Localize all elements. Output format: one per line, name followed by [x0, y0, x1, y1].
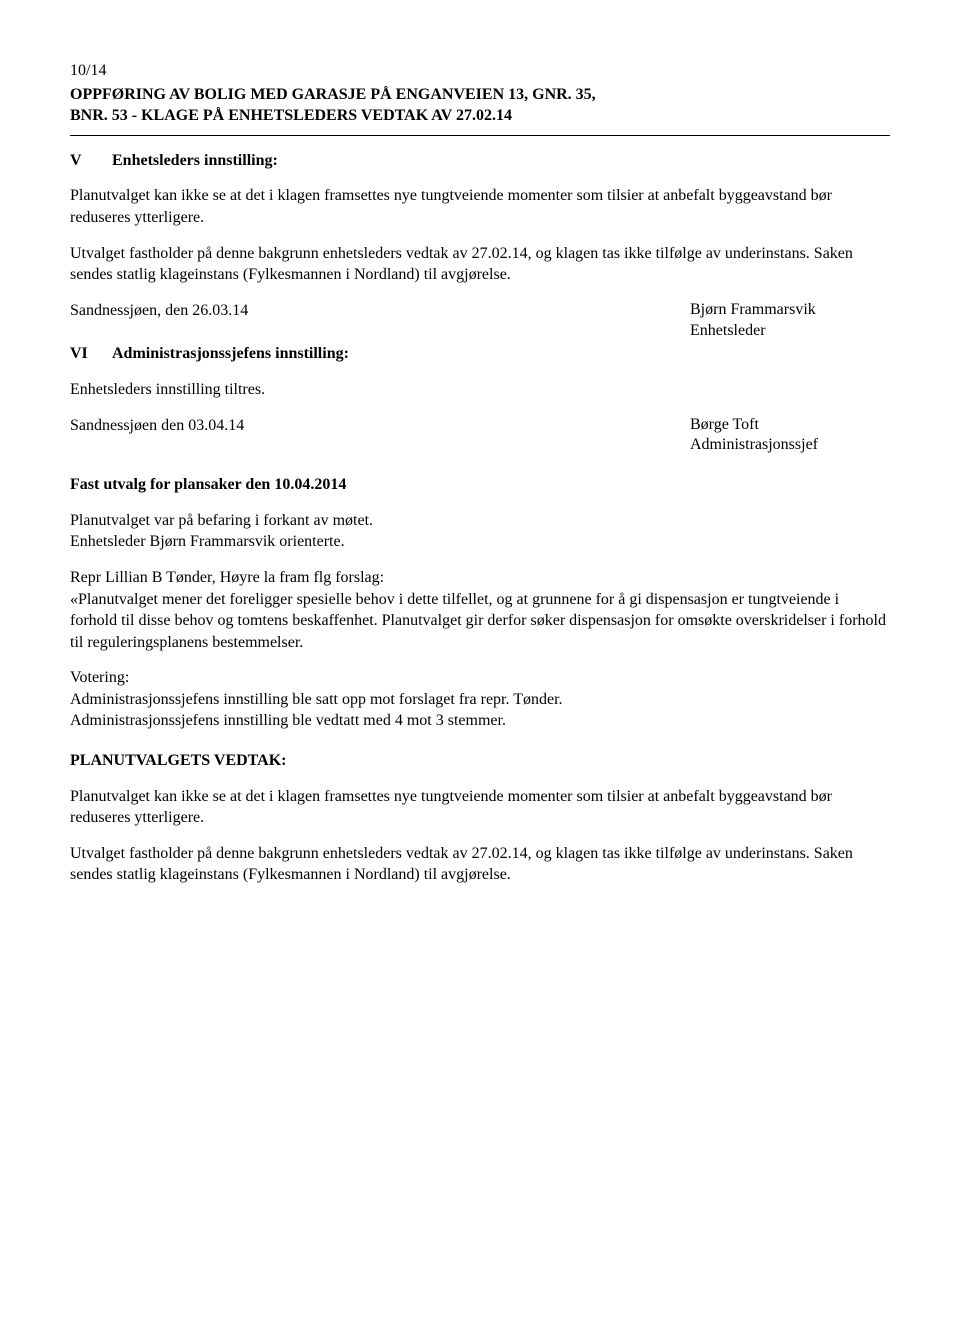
- proposal-body: «Planutvalget mener det foreligger spesi…: [70, 589, 890, 654]
- meeting-line-2: Enhetsleder Bjørn Frammarsvik orienterte…: [70, 531, 890, 553]
- meeting-heading: Fast utvalg for plansaker den 10.04.2014: [70, 474, 890, 496]
- voting-line-1: Administrasjonssjefens innstilling ble s…: [70, 689, 890, 711]
- voting-block: Votering: Administrasjonssjefens innstil…: [70, 667, 890, 732]
- section-v-header: V Enhetsleders innstilling:: [70, 150, 890, 172]
- signature-2-name: Børge Toft: [690, 415, 890, 436]
- meeting-line-1: Planutvalget var på befaring i forkant a…: [70, 510, 890, 532]
- signature-2: Sandnessjøen den 03.04.14 Børge Toft Adm…: [70, 415, 890, 457]
- meeting-intro: Planutvalget var på befaring i forkant a…: [70, 510, 890, 553]
- proposal-intro: Repr Lillian B Tønder, Høyre la fram flg…: [70, 567, 890, 589]
- section-v-para-1: Planutvalget kan ikke se at det i klagen…: [70, 185, 890, 228]
- proposal-block: Repr Lillian B Tønder, Høyre la fram flg…: [70, 567, 890, 653]
- section-vi-para: Enhetsleders innstilling tiltres.: [70, 379, 890, 401]
- signature-1-role: Enhetsleder: [690, 321, 890, 342]
- section-v-para-2: Utvalget fastholder på denne bakgrunn en…: [70, 243, 890, 286]
- section-vi-header: VI Administrasjonssjefens innstilling:: [70, 343, 890, 365]
- roman-vi: VI: [70, 343, 112, 365]
- decision-para-1: Planutvalget kan ikke se at det i klagen…: [70, 786, 890, 829]
- voting-line-2: Administrasjonssjefens innstilling ble v…: [70, 710, 890, 732]
- signature-1: Sandnessjøen, den 26.03.14 Bjørn Frammar…: [70, 300, 890, 342]
- section-vi-label: Administrasjonssjefens innstilling:: [112, 343, 349, 365]
- voting-heading: Votering:: [70, 667, 890, 689]
- title-line-2: BNR. 53 - KLAGE PÅ ENHETSLEDERS VEDTAK A…: [70, 105, 890, 127]
- case-number: 10/14: [70, 60, 890, 82]
- roman-v: V: [70, 150, 112, 172]
- signature-1-name: Bjørn Frammarsvik: [690, 300, 890, 321]
- section-v-label: Enhetsleders innstilling:: [112, 150, 278, 172]
- title-line-1: OPPFØRING AV BOLIG MED GARASJE PÅ ENGANV…: [70, 84, 890, 106]
- decision-heading: PLANUTVALGETS VEDTAK:: [70, 750, 890, 772]
- title-block: OPPFØRING AV BOLIG MED GARASJE PÅ ENGANV…: [70, 84, 890, 127]
- signature-2-date: Sandnessjøen den 03.04.14: [70, 415, 244, 457]
- signature-1-date: Sandnessjøen, den 26.03.14: [70, 300, 248, 342]
- decision-para-2: Utvalget fastholder på denne bakgrunn en…: [70, 843, 890, 886]
- signature-2-role: Administrasjonssjef: [690, 435, 890, 456]
- divider: [70, 135, 890, 136]
